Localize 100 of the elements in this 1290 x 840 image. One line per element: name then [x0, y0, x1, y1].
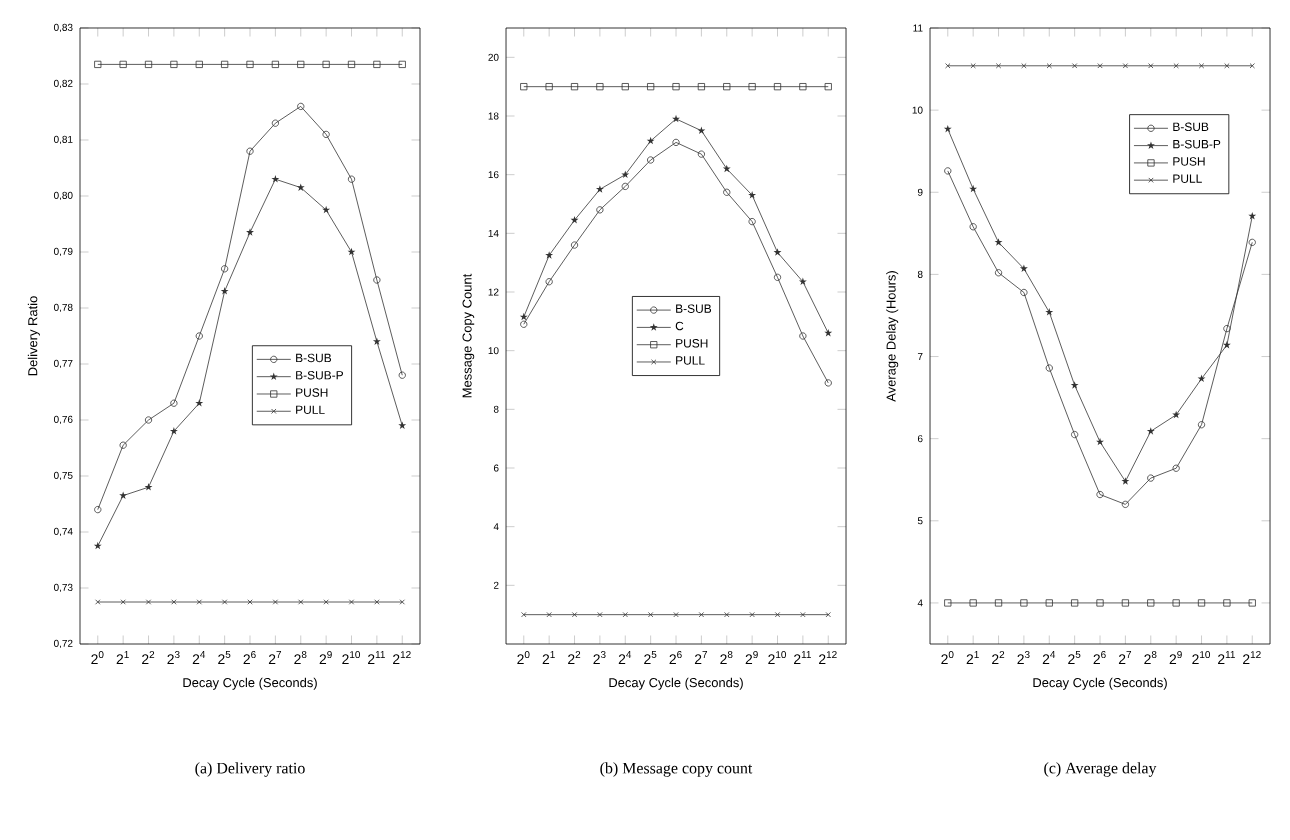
point [119, 441, 127, 449]
point [347, 60, 356, 68]
point [597, 612, 603, 618]
point [1020, 599, 1028, 607]
point [1198, 63, 1205, 69]
point [373, 276, 381, 284]
point [596, 83, 604, 91]
point [372, 337, 381, 345]
point [1148, 63, 1154, 69]
point [220, 287, 229, 295]
point [545, 251, 554, 259]
point [621, 182, 629, 190]
point [1045, 599, 1053, 607]
point [246, 147, 254, 155]
point [373, 60, 381, 68]
point [169, 427, 178, 435]
point [799, 83, 807, 91]
point [246, 228, 254, 236]
point [1223, 325, 1231, 333]
point [398, 421, 407, 429]
point [748, 191, 757, 199]
point [969, 599, 977, 607]
point [93, 541, 102, 550]
point [994, 269, 1003, 277]
point [1172, 599, 1180, 607]
point [697, 150, 705, 158]
point [1096, 437, 1104, 446]
point [1248, 211, 1257, 220]
point [969, 223, 977, 231]
point [798, 277, 807, 286]
point [773, 83, 782, 91]
point [723, 188, 731, 196]
point [1071, 430, 1079, 439]
point [144, 483, 153, 491]
point [1222, 340, 1231, 349]
point [271, 175, 280, 183]
point [1045, 308, 1054, 316]
point [221, 599, 228, 605]
point [1146, 427, 1155, 435]
point [545, 278, 553, 286]
point [673, 612, 679, 618]
point [1096, 599, 1104, 607]
point [570, 241, 579, 249]
point [621, 83, 629, 91]
point [322, 130, 330, 138]
point [1121, 599, 1129, 607]
point [672, 83, 680, 91]
point [1096, 490, 1104, 499]
point [570, 215, 579, 224]
point [120, 599, 126, 605]
point [697, 126, 706, 135]
point [1224, 63, 1230, 69]
point [1147, 474, 1155, 482]
point [297, 60, 305, 68]
point [773, 273, 782, 281]
point [1021, 63, 1027, 69]
point [672, 138, 680, 146]
point [647, 83, 655, 91]
point [748, 218, 756, 226]
point [1045, 364, 1053, 372]
point [322, 60, 330, 68]
point [1147, 599, 1155, 607]
point [1046, 63, 1052, 69]
point [1197, 421, 1206, 429]
point [724, 612, 730, 618]
point [348, 599, 355, 605]
point [571, 612, 578, 618]
point [196, 599, 202, 605]
point [943, 124, 952, 133]
point [1097, 63, 1103, 69]
point [1197, 374, 1206, 383]
point [570, 83, 579, 91]
point [298, 599, 304, 605]
point [322, 205, 331, 214]
point [1071, 599, 1079, 607]
point [145, 599, 152, 605]
point [221, 265, 229, 273]
point [119, 60, 127, 68]
point [271, 119, 279, 127]
point [970, 63, 976, 69]
point [994, 238, 1003, 246]
point [144, 416, 153, 424]
point [697, 83, 705, 91]
point [799, 332, 807, 340]
point [647, 612, 654, 618]
point [1020, 288, 1028, 297]
point [119, 491, 128, 499]
point [1122, 63, 1129, 69]
point [969, 184, 978, 193]
point [622, 612, 628, 618]
point [170, 399, 178, 407]
line-series [93, 175, 407, 550]
point [994, 599, 1003, 607]
point [323, 599, 329, 605]
point [1019, 264, 1028, 273]
point [144, 60, 153, 68]
point [246, 60, 254, 68]
point [171, 599, 177, 605]
point [296, 183, 305, 191]
point [595, 185, 604, 193]
